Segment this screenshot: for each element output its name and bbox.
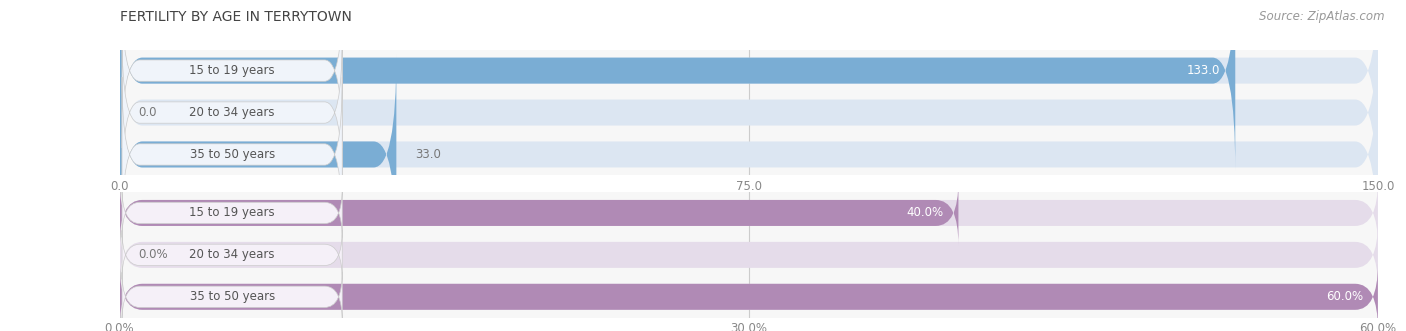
Text: 15 to 19 years: 15 to 19 years	[190, 207, 276, 219]
Text: 20 to 34 years: 20 to 34 years	[190, 248, 276, 261]
FancyBboxPatch shape	[120, 54, 1378, 255]
Text: 60.0%: 60.0%	[1326, 290, 1362, 303]
Text: 0.0%: 0.0%	[138, 248, 167, 261]
Text: 35 to 50 years: 35 to 50 years	[190, 290, 274, 303]
Text: 15 to 19 years: 15 to 19 years	[190, 64, 276, 77]
FancyBboxPatch shape	[120, 222, 1378, 287]
FancyBboxPatch shape	[120, 264, 1378, 329]
FancyBboxPatch shape	[122, 35, 342, 190]
FancyBboxPatch shape	[122, 230, 342, 279]
FancyBboxPatch shape	[120, 0, 1378, 171]
FancyBboxPatch shape	[122, 188, 342, 238]
FancyBboxPatch shape	[122, 77, 342, 232]
Text: FERTILITY BY AGE IN TERRYTOWN: FERTILITY BY AGE IN TERRYTOWN	[120, 10, 352, 24]
Text: 20 to 34 years: 20 to 34 years	[190, 106, 276, 119]
FancyBboxPatch shape	[122, 0, 342, 148]
FancyBboxPatch shape	[120, 54, 396, 255]
Text: 33.0: 33.0	[415, 148, 441, 161]
FancyBboxPatch shape	[122, 272, 342, 321]
Text: 133.0: 133.0	[1187, 64, 1220, 77]
FancyBboxPatch shape	[120, 0, 1236, 171]
FancyBboxPatch shape	[120, 264, 1378, 329]
Text: 0.0: 0.0	[138, 106, 157, 119]
FancyBboxPatch shape	[120, 12, 1378, 213]
FancyBboxPatch shape	[120, 181, 959, 245]
Text: Source: ZipAtlas.com: Source: ZipAtlas.com	[1260, 10, 1385, 23]
FancyBboxPatch shape	[120, 181, 1378, 245]
Text: 40.0%: 40.0%	[907, 207, 943, 219]
Text: 35 to 50 years: 35 to 50 years	[190, 148, 274, 161]
